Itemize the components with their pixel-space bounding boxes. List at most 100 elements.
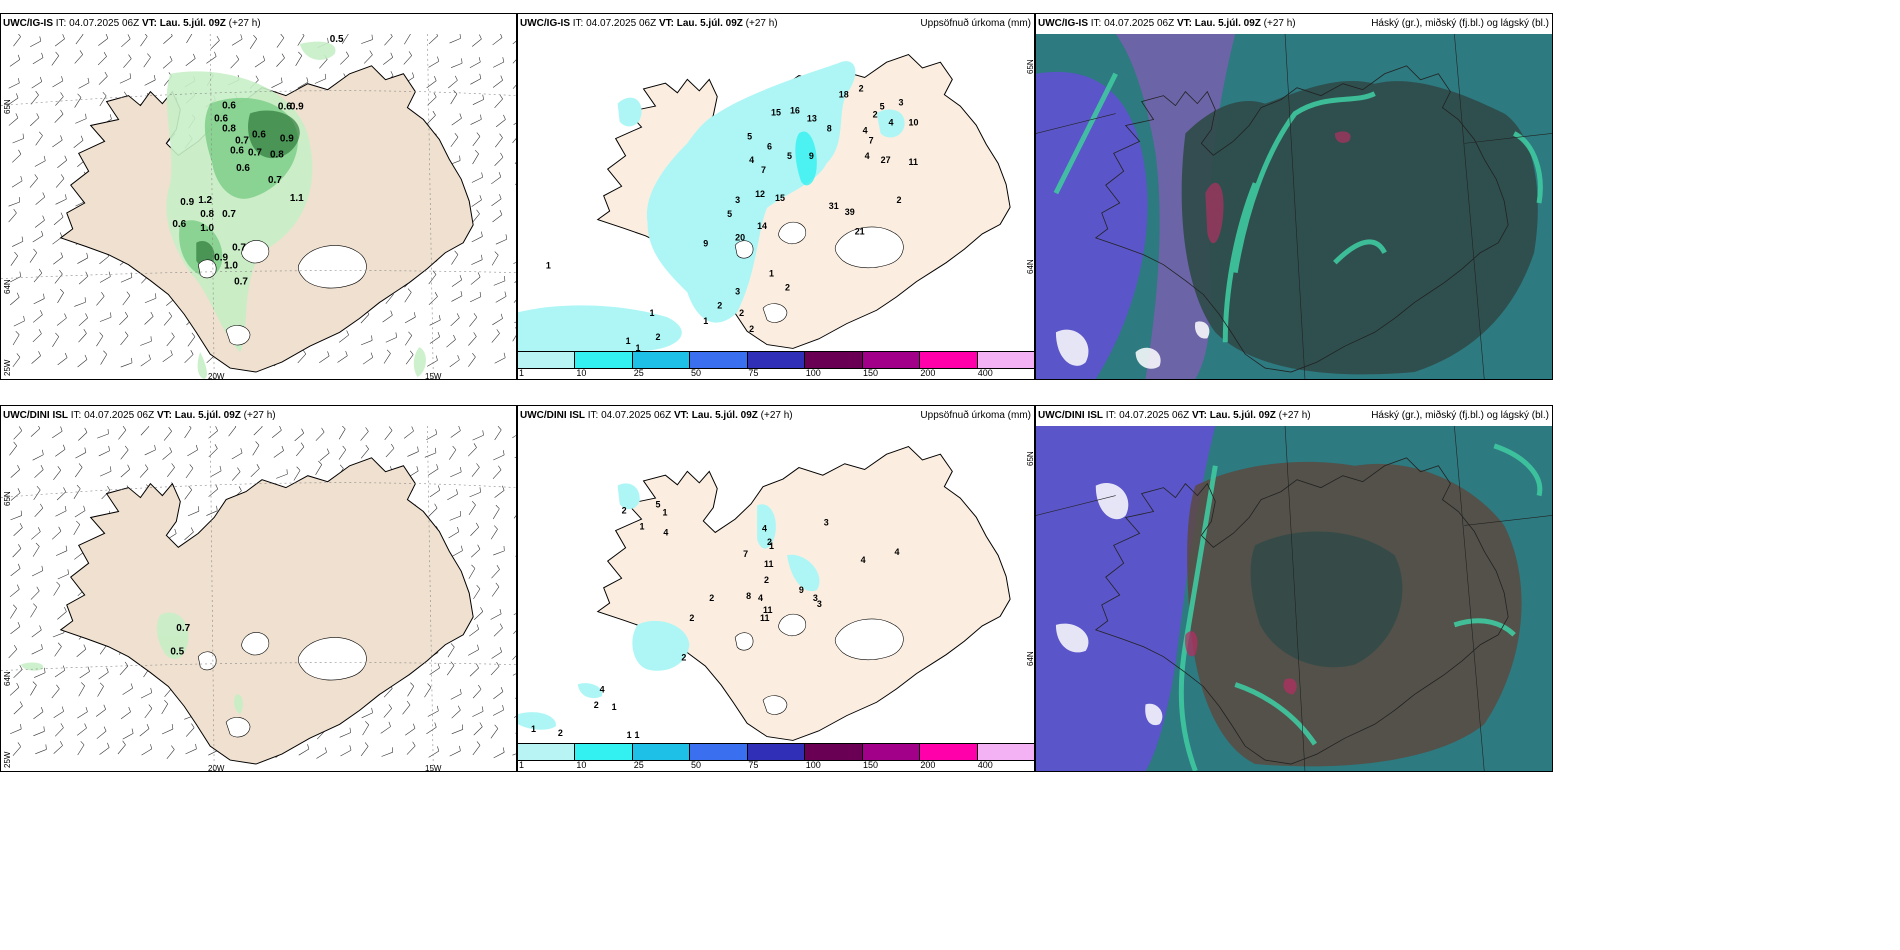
wind-barb-flag bbox=[23, 315, 25, 321]
wind-barb bbox=[78, 685, 85, 697]
legend-swatch bbox=[632, 744, 691, 760]
wind-barb-flag bbox=[38, 268, 43, 274]
wind-barb-flag bbox=[171, 332, 175, 337]
wind-barb-flag bbox=[476, 132, 481, 137]
wind-barb bbox=[75, 452, 87, 459]
map-value-label: 21 bbox=[855, 227, 865, 237]
wind-barb-flag bbox=[471, 500, 476, 506]
map-value-label: 15 bbox=[771, 107, 781, 117]
wind-barb-flag bbox=[56, 684, 60, 689]
map-value-label: 0.8 bbox=[270, 149, 284, 160]
wind-barb bbox=[360, 340, 373, 346]
precip-area-heavy bbox=[795, 131, 817, 186]
wind-barb bbox=[470, 548, 481, 558]
map-value-label: 2 bbox=[655, 332, 660, 342]
wind-barb bbox=[450, 93, 458, 105]
wind-barb bbox=[11, 180, 23, 188]
map-value-label: 1 bbox=[531, 724, 536, 734]
wind-barb bbox=[404, 34, 411, 45]
wind-barb-flag bbox=[87, 666, 90, 672]
lat-65-label: 65N bbox=[3, 491, 12, 506]
wind-barb-flag bbox=[412, 741, 416, 747]
wind-barb bbox=[405, 354, 414, 365]
precip-labels: 2511442711128411933222114434211211111 bbox=[531, 499, 900, 743]
map-value-label: 1 bbox=[769, 268, 774, 278]
wind-barb bbox=[319, 59, 328, 69]
wind-barb bbox=[513, 613, 516, 615]
lon-20-label: 20W bbox=[208, 764, 225, 772]
wind-barb-flag bbox=[256, 464, 260, 469]
map-area bbox=[1036, 34, 1552, 379]
map-value-label: 4 bbox=[865, 151, 870, 161]
wind-barb-flag bbox=[410, 682, 415, 687]
wind-barb bbox=[363, 54, 373, 64]
wind-barb bbox=[298, 748, 310, 756]
wind-barb-flag bbox=[479, 195, 482, 200]
cloud-red-patch bbox=[1205, 131, 1351, 244]
wind-map-svg: 0.50.60.60.80.90.60.70.6 0.90.6 0.7 0.80.60… bbox=[1, 34, 516, 379]
wind-barb-flag bbox=[13, 644, 18, 650]
legend-swatch bbox=[805, 744, 863, 760]
wind-barb bbox=[51, 55, 60, 66]
wind-barb bbox=[470, 78, 481, 85]
wind-barb bbox=[314, 78, 326, 84]
legend-bar bbox=[518, 743, 1034, 761]
map-value-label: 0.5 bbox=[330, 34, 344, 45]
wind-barb-flag bbox=[390, 310, 393, 316]
wind-barb-flag bbox=[44, 667, 46, 673]
wind-barb bbox=[426, 80, 437, 89]
wind-barb-flag bbox=[364, 742, 369, 747]
map-value-label: 2 bbox=[785, 282, 790, 292]
lon-25-label: 25W bbox=[3, 751, 12, 768]
wind-barb-flag bbox=[85, 313, 88, 318]
map-value-label: 5 bbox=[727, 209, 732, 219]
wind-barb-flag bbox=[502, 57, 505, 63]
map-area: 2511442711128411933222114434211211111 bbox=[518, 426, 1034, 743]
it-label: IT: bbox=[70, 410, 82, 421]
wind-barb-flag bbox=[39, 36, 42, 42]
wind-barb bbox=[493, 454, 505, 461]
vt-label: VT: bbox=[673, 410, 689, 421]
wind-barb-flag bbox=[481, 172, 483, 178]
wind-barb bbox=[74, 551, 84, 560]
wind-barb bbox=[143, 57, 151, 68]
wind-barb-flag bbox=[189, 464, 194, 469]
wind-barb-flag bbox=[80, 682, 85, 687]
wind-barb bbox=[35, 135, 43, 146]
wind-barb-flag bbox=[128, 707, 131, 712]
map-value-label: 9 bbox=[703, 239, 708, 249]
wind-barb bbox=[185, 468, 194, 479]
wind-barb-flag bbox=[171, 34, 173, 37]
wind-barb-flag bbox=[18, 426, 23, 431]
wind-barb-flag bbox=[80, 741, 85, 746]
wind-barb-flag bbox=[36, 113, 40, 118]
wind-barb-flag bbox=[390, 52, 393, 58]
wind-barb bbox=[31, 81, 42, 89]
wind-barb bbox=[493, 550, 505, 556]
wind-barb bbox=[451, 295, 463, 302]
legend-swatch bbox=[690, 352, 748, 368]
wind-barb-flag bbox=[42, 192, 46, 198]
map-value-label: 0.7 bbox=[234, 277, 248, 288]
wind-barb-flag bbox=[60, 174, 65, 179]
map-value-label: 1.0 bbox=[200, 223, 214, 234]
wind-barb bbox=[383, 353, 391, 364]
wind-barb bbox=[294, 432, 304, 442]
wind-barb bbox=[495, 238, 507, 245]
legend-swatch bbox=[977, 744, 1034, 760]
map-value-label: 4 bbox=[663, 527, 668, 537]
precip-title: Uppsöfnuð úrkoma (mm) bbox=[920, 18, 1031, 29]
wind-barb bbox=[428, 507, 438, 517]
wind-barb-flag bbox=[515, 327, 516, 329]
wind-barb bbox=[297, 81, 309, 89]
wind-barb-flag bbox=[341, 426, 346, 430]
wind-barb bbox=[162, 354, 173, 363]
wind-barb bbox=[403, 430, 414, 439]
wind-barb-flag bbox=[83, 505, 86, 511]
map-value-label: 3 bbox=[813, 593, 818, 603]
wind-barb bbox=[77, 257, 89, 264]
lead-time: (+27 h) bbox=[1263, 18, 1296, 29]
map-value-label: 0.7 bbox=[232, 243, 246, 254]
iceland-land bbox=[60, 457, 474, 765]
wind-barb bbox=[35, 196, 46, 205]
